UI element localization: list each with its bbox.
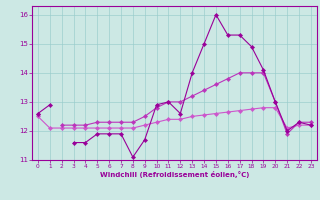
X-axis label: Windchill (Refroidissement éolien,°C): Windchill (Refroidissement éolien,°C) [100,171,249,178]
